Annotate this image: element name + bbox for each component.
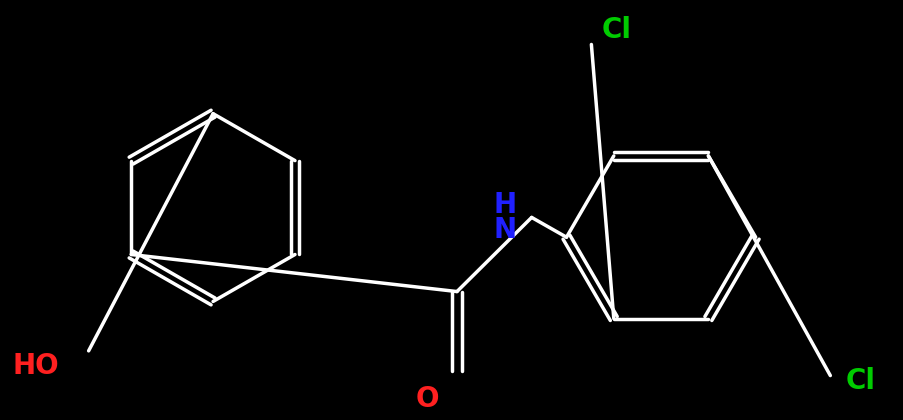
Text: Cl: Cl — [844, 367, 874, 394]
Text: O: O — [414, 386, 438, 413]
Text: HO: HO — [12, 352, 59, 380]
Text: H
N: H N — [493, 191, 517, 244]
Text: Cl: Cl — [600, 16, 630, 44]
